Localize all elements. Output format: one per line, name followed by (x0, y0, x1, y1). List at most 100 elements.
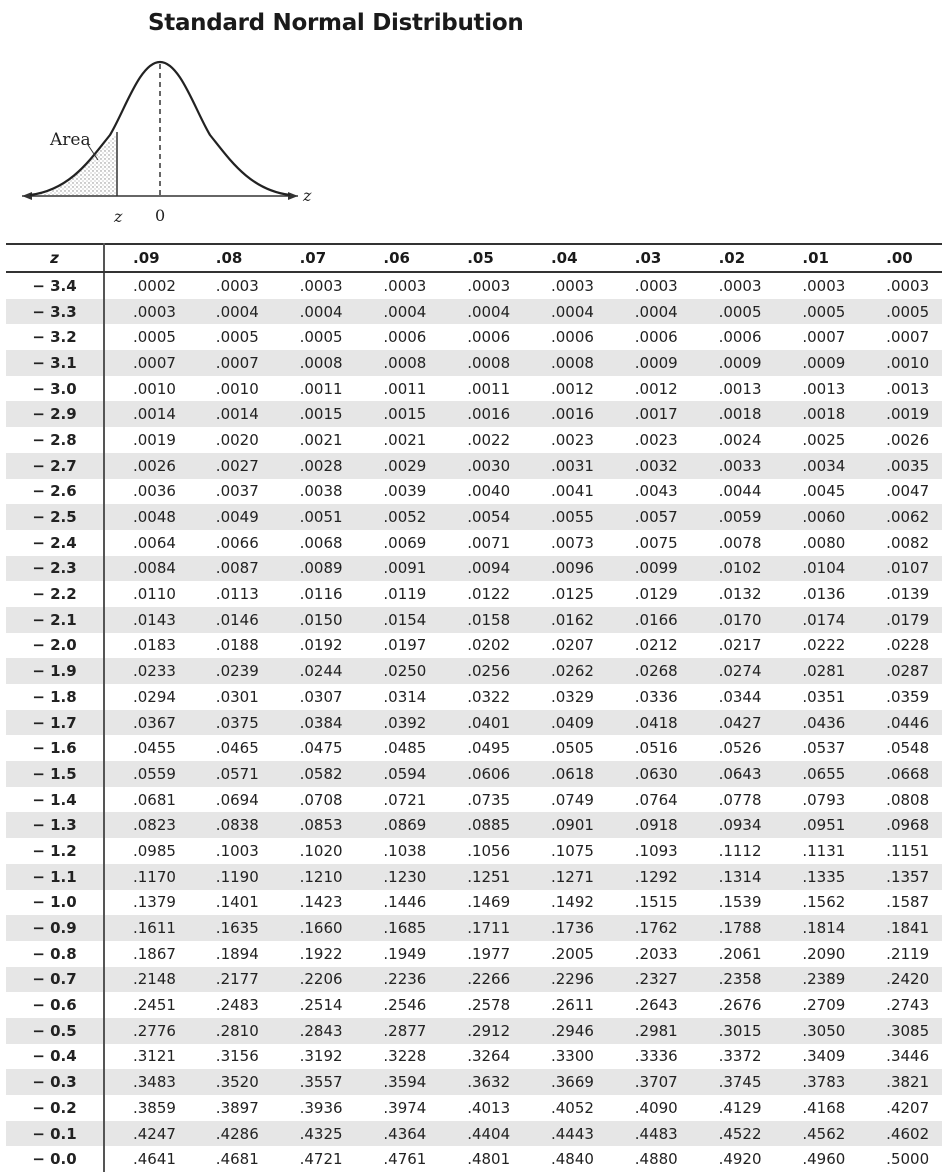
table-cell: .0060 (802, 508, 846, 527)
table-cell: .3015 (718, 1021, 762, 1040)
table-cell: .0005 (299, 328, 343, 347)
table-cell: .0694 (215, 790, 259, 809)
table-cell: .0183 (133, 636, 176, 655)
column-header: .08 (187, 243, 272, 273)
table-cell: .3409 (802, 1047, 846, 1066)
table-row: − 1.7 .0367 .0375 .0384 .0392 .0401 .0409 .0418… (6, 709, 942, 736)
table-cell: .0301 (215, 687, 259, 706)
page-title: Standard Normal Distribution (148, 10, 524, 36)
table-cell: .1151 (886, 841, 930, 860)
table-cell: .1020 (299, 841, 343, 860)
table-cell: .1685 (383, 919, 427, 938)
table-cell: .0003 (299, 276, 343, 295)
table-cell: .0154 (383, 610, 427, 629)
table-cell: .2358 (718, 970, 762, 989)
z-table-header: z .09.08.07.06.05.04.03.02.01.00 (6, 243, 942, 273)
table-row: − 1.3 .0823 .0838 .0853 .0869 .0885 .0901 .0918… (6, 812, 942, 839)
table-cell: .0038 (299, 482, 343, 501)
column-header: .02 (690, 243, 775, 273)
table-row: − 2.0 .0183 .0188 .0192 .0197 .0202 .0207 .0212… (6, 632, 942, 659)
table-cell: .0034 (802, 456, 846, 475)
table-cell: .0618 (550, 764, 594, 783)
table-cell: .0013 (802, 379, 846, 398)
table-cell: .4840 (550, 1150, 594, 1169)
table-cell: .3897 (215, 1098, 259, 1117)
row-z-value: − 1.3 (6, 812, 105, 839)
table-cell: .0985 (133, 841, 176, 860)
table-row: − 1.9 .0233 .0239 .0244 .0250 .0256 .0262 .0268… (6, 658, 942, 684)
table-cell: .0007 (133, 353, 176, 372)
table-cell: .1190 (215, 867, 259, 886)
table-row: − 2.6 .0036 .0037 .0038 .0039 .0040 .0041 .0043… (6, 478, 942, 505)
table-cell: .1515 (634, 893, 678, 912)
table-cell: .0010 (886, 353, 930, 372)
area-pointer (87, 144, 99, 161)
table-cell: .0025 (802, 430, 846, 449)
table-cell: .0087 (215, 559, 259, 578)
table-cell: .0007 (802, 328, 846, 347)
table-cell: .0174 (802, 610, 846, 629)
axis-right-arrow (288, 192, 298, 200)
table-row: − 2.3 .0084 .0087 .0089 .0091 .0094 .0096 .0099… (6, 555, 942, 582)
normal-curve-figure: Area z 0 z (22, 60, 312, 226)
table-cell: .2483 (215, 996, 259, 1015)
table-cell: .0004 (215, 302, 259, 321)
table-cell: .0113 (215, 585, 259, 604)
table-cell: .0047 (886, 482, 930, 501)
table-cell: .0294 (133, 687, 176, 706)
table-cell: .1711 (467, 919, 511, 938)
table-cell: .0027 (215, 456, 259, 475)
table-cell: .0885 (467, 816, 511, 835)
table-cell: .3446 (886, 1047, 930, 1066)
table-cell: .0018 (802, 405, 846, 424)
table-row: − 0.7 .2148 .2177 .2206 .2236 .2266 .2296 .2327… (6, 966, 942, 993)
table-cell: .0030 (467, 456, 511, 475)
table-cell: .0005 (133, 328, 176, 347)
table-cell: .0526 (718, 739, 762, 758)
table-cell: .0069 (383, 533, 427, 552)
table-cell: .0735 (467, 790, 511, 809)
table-row: − 3.2 .0005 .0005 .0005 .0006 .0006 .0006 .0006… (6, 324, 942, 351)
table-cell: .3594 (383, 1073, 427, 1092)
table-cell: .0005 (886, 302, 930, 321)
table-cell: .0102 (718, 559, 762, 578)
row-z-value: − 1.4 (6, 786, 105, 813)
table-cell: .4207 (886, 1098, 930, 1117)
table-cell: .4641 (133, 1150, 176, 1169)
table-cell: .4681 (215, 1150, 259, 1169)
table-cell: .3707 (634, 1073, 678, 1092)
table-cell: .2206 (299, 970, 343, 989)
row-z-value: − 0.9 (6, 915, 105, 941)
table-row: − 2.8 .0019 .0020 .0021 .0021 .0022 .0023 .0023… (6, 427, 942, 453)
table-cell: .2810 (215, 1021, 259, 1040)
table-cell: .0869 (383, 816, 427, 835)
table-cell: .4013 (467, 1098, 511, 1117)
row-z-value: − 1.7 (6, 709, 105, 736)
table-cell: .0228 (886, 636, 930, 655)
table-cell: .0132 (718, 585, 762, 604)
table-cell: .2981 (634, 1021, 678, 1040)
table-cell: .2420 (886, 970, 930, 989)
table-cell: .0015 (299, 405, 343, 424)
table-cell: .0384 (299, 713, 343, 732)
table-row: − 1.6 .0455 .0465 .0475 .0485 .0495 .0505 .0516… (6, 735, 942, 762)
table-row: − 0.5 .2776 .2810 .2843 .2877 .2912 .2946 .2981… (6, 1017, 942, 1044)
table-cell: .2327 (634, 970, 678, 989)
table-cell: .0021 (299, 430, 343, 449)
table-cell: .3745 (718, 1073, 762, 1092)
table-cell: .0019 (133, 430, 176, 449)
row-z-value: − 2.0 (6, 632, 105, 659)
table-cell: .0192 (299, 636, 343, 655)
table-row: − 0.3 .3483 .3520 .3557 .3594 .3632 .3669 .3707… (6, 1069, 942, 1095)
table-cell: .2389 (802, 970, 846, 989)
table-row: − 2.1 .0143 .0146 .0150 .0154 .0158 .0162 .0166… (6, 606, 942, 633)
table-cell: .0036 (133, 482, 176, 501)
table-cell: .0084 (133, 559, 176, 578)
table-cell: .0016 (467, 405, 511, 424)
table-cell: .1562 (802, 893, 846, 912)
table-cell: .3557 (299, 1073, 343, 1092)
table-cell: .0427 (718, 713, 762, 732)
table-cell: .4325 (299, 1124, 343, 1143)
table-cell: .0116 (299, 585, 343, 604)
table-cell: .0778 (718, 790, 762, 809)
